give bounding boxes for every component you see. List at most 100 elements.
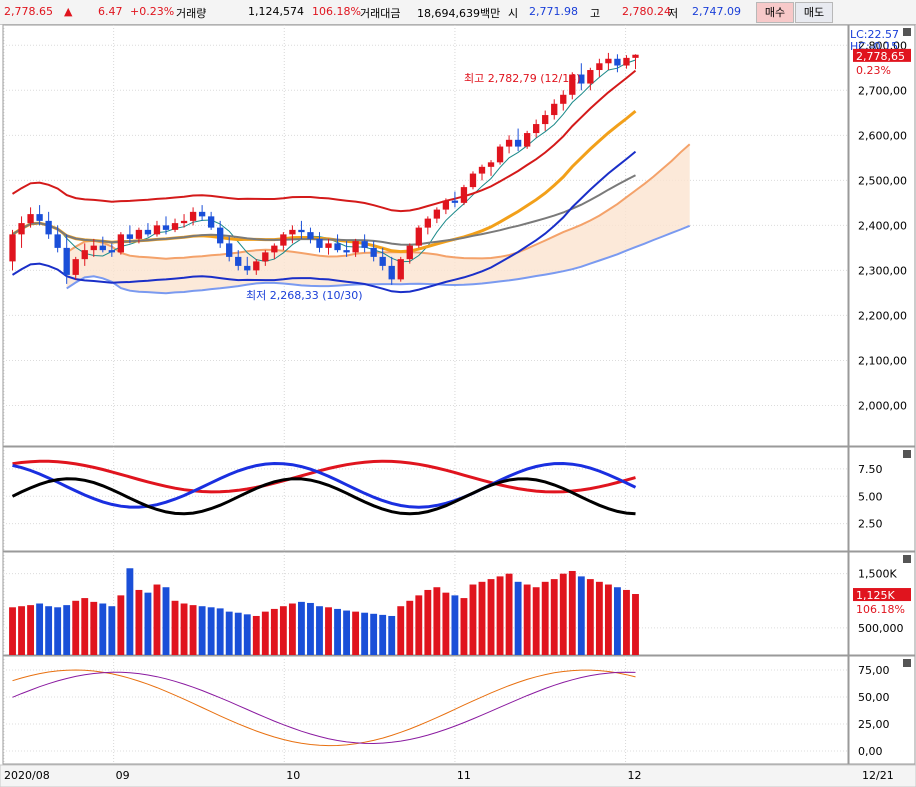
candle-body: [81, 250, 88, 260]
candle-body: [397, 259, 404, 280]
x-axis-label: 11: [457, 769, 471, 782]
volume-bar: [361, 612, 369, 655]
volume-bar: [27, 605, 35, 655]
candle-body: [117, 234, 125, 253]
stochastic-tick-label: 0,00: [858, 745, 883, 758]
stochastic-panel-axis: [848, 655, 916, 765]
oscillator-panel-axis: [848, 446, 916, 552]
volume-bar: [189, 605, 197, 655]
volume-bar: [487, 579, 495, 655]
volume-panel-axis: [848, 551, 916, 656]
volume-bar: [108, 606, 116, 655]
osc-black-line: [11, 477, 636, 516]
volume-bar: [9, 607, 16, 655]
volume-bar: [397, 606, 405, 655]
candle-body: [27, 214, 34, 224]
high-label: 고: [590, 7, 601, 20]
volume-bar: [541, 581, 549, 655]
candle-body: [162, 225, 170, 230]
volume-bar: [451, 595, 459, 655]
open-label: 시: [508, 7, 519, 20]
candle-body: [280, 234, 287, 246]
candle-body: [523, 133, 531, 147]
volume-bar: [81, 598, 89, 655]
candle-body: [45, 220, 52, 235]
current-volume-badge: [853, 588, 911, 602]
candle-body: [487, 162, 495, 167]
low-value: 2,747.09: [692, 5, 741, 18]
osc-red-line: [12, 459, 636, 494]
volume-bar: [577, 576, 585, 655]
volume-bar: [316, 606, 323, 655]
buy-button[interactable]: 매수: [756, 2, 794, 23]
candle-body: [388, 265, 395, 280]
volume-bar: [415, 595, 423, 655]
volume-bar: [279, 606, 287, 655]
volume-label: 거래량: [176, 7, 207, 20]
volume-bar: [568, 570, 576, 655]
volume-bar: [99, 603, 107, 655]
volume-bar: [613, 587, 621, 655]
candle-body: [614, 58, 621, 66]
volume-bar: [325, 607, 332, 655]
candle-body: [361, 241, 368, 248]
candle-body: [271, 245, 278, 253]
candle-body: [370, 247, 377, 257]
candle-body: [18, 223, 25, 235]
volume-bar: [234, 612, 242, 655]
candle-body: [108, 250, 115, 253]
candle-body: [171, 223, 179, 230]
candle-body: [433, 209, 441, 219]
candle-body: [316, 238, 323, 248]
candle-body: [352, 241, 359, 253]
candle-body: [478, 166, 486, 174]
volume-bar: [36, 603, 44, 655]
volume-bar: [117, 595, 125, 655]
x-axis-label: 09: [116, 769, 130, 782]
ma60-line: [11, 174, 636, 246]
x-axis-end-date: 12/21: [862, 769, 894, 782]
candle-body: [180, 220, 188, 224]
volume-bar: [225, 611, 233, 655]
volume-bar: [532, 587, 540, 655]
price-panel-collapse-icon: [903, 28, 911, 36]
volume-bar: [406, 600, 414, 655]
volume-bar: [514, 581, 522, 655]
volume-bar: [90, 601, 98, 655]
stochastic-d-line: [12, 671, 636, 745]
volume-bar: [198, 606, 206, 655]
sell-button[interactable]: 매도: [795, 2, 833, 23]
candle-body: [253, 261, 260, 271]
volume-bar: [632, 594, 639, 655]
volume-bar: [442, 592, 450, 655]
volume-bar: [307, 602, 314, 655]
volume-bar: [505, 573, 513, 655]
stochastic-panel-collapse-icon: [903, 659, 911, 667]
candle-body: [469, 173, 477, 188]
volume-bar: [343, 610, 351, 655]
current-volume-percent: 106.18%: [856, 603, 905, 616]
volume-bar: [379, 614, 387, 655]
osc-tick-label: 5.00: [858, 490, 883, 503]
candle-body: [325, 243, 332, 248]
candle-body: [496, 146, 504, 163]
volume-bar: [180, 603, 188, 655]
price-tick-label: 2,600,00: [858, 129, 907, 142]
candle-body: [298, 229, 305, 233]
candle-body: [262, 252, 269, 262]
price-tick-label: 2,000,00: [858, 399, 907, 412]
volume-bar: [63, 605, 71, 655]
candle-body: [289, 229, 296, 235]
volume-bar: [370, 613, 378, 655]
volume-bar: [388, 615, 396, 655]
volume-bar: [153, 584, 161, 655]
quote-header-bar: 2,778.65 ▲ 6.47 +0.23% 거래량 1,124,574 106…: [0, 0, 916, 25]
candle-body: [379, 256, 386, 266]
candle-body: [460, 187, 468, 203]
price-change-percent: +0.23%: [130, 5, 175, 18]
volume-bar: [216, 608, 224, 655]
ichimoku-span-b: [66, 224, 691, 295]
volume-bar: [45, 606, 53, 655]
candle-body: [514, 139, 522, 147]
